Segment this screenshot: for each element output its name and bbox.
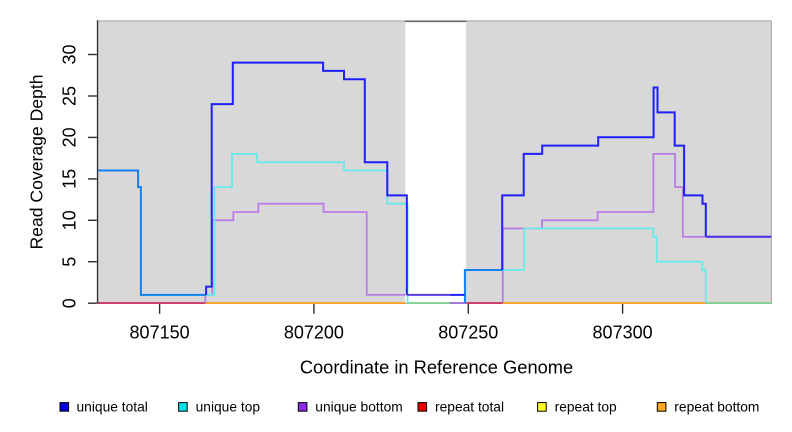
svg-text:25: 25 bbox=[59, 86, 79, 106]
svg-text:unique total: unique total bbox=[77, 400, 148, 415]
svg-text:repeat total: repeat total bbox=[435, 400, 504, 415]
svg-text:unique bottom: unique bottom bbox=[315, 400, 402, 415]
svg-text:0: 0 bbox=[59, 298, 79, 308]
svg-text:repeat top: repeat top bbox=[555, 400, 617, 415]
svg-text:5: 5 bbox=[59, 257, 79, 267]
svg-text:807200: 807200 bbox=[284, 323, 344, 343]
svg-text:Coordinate in Reference Genome: Coordinate in Reference Genome bbox=[300, 357, 573, 378]
svg-text:807250: 807250 bbox=[438, 323, 498, 343]
svg-text:20: 20 bbox=[59, 127, 79, 147]
svg-text:807150: 807150 bbox=[130, 323, 190, 343]
svg-text:10: 10 bbox=[59, 210, 79, 230]
svg-text:30: 30 bbox=[59, 44, 79, 64]
svg-text:Read Coverage Depth: Read Coverage Depth bbox=[27, 74, 47, 249]
svg-text:unique top: unique top bbox=[196, 400, 261, 415]
svg-text:15: 15 bbox=[59, 169, 79, 189]
svg-text:repeat bottom: repeat bottom bbox=[674, 400, 759, 415]
svg-text:807300: 807300 bbox=[593, 323, 653, 343]
